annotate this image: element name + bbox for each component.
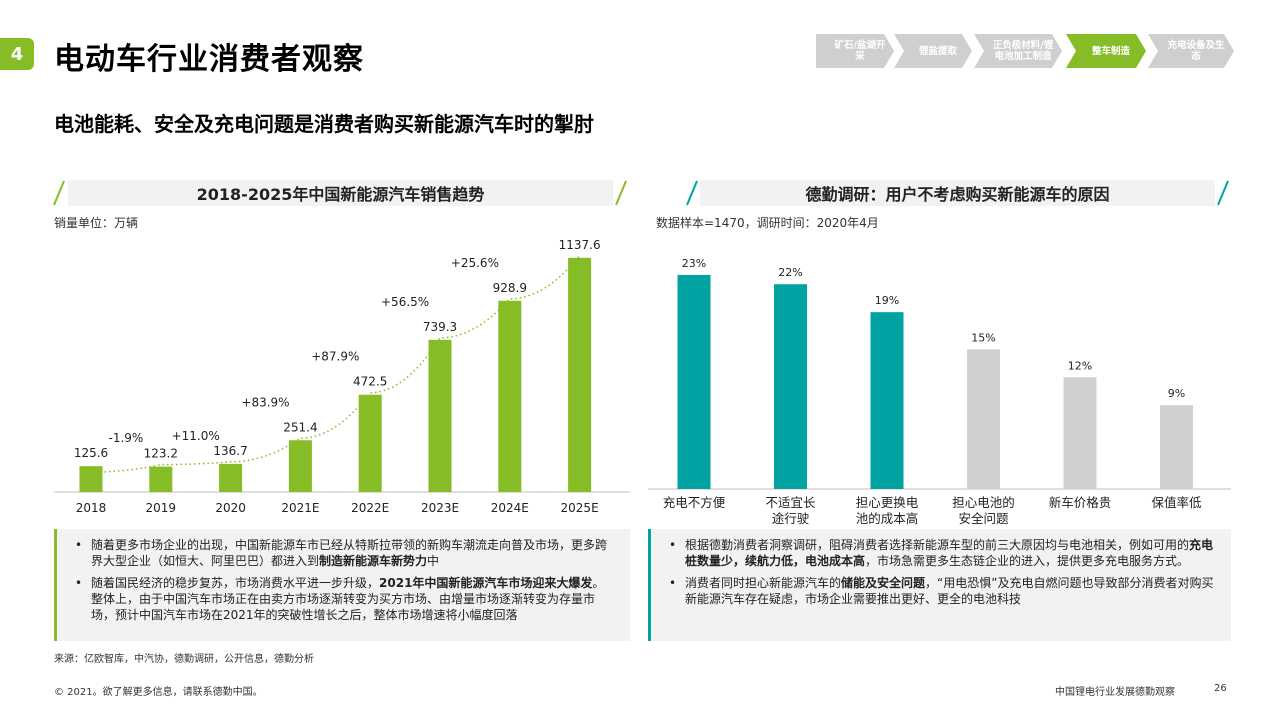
bar-value-label: 739.3 bbox=[423, 320, 457, 334]
bar bbox=[677, 274, 711, 489]
x-tick-label: 途行驶 bbox=[772, 511, 810, 525]
copyright: © 2021。欲了解更多信息，请联系德勤中国。 bbox=[54, 687, 263, 698]
page-number: 26 bbox=[1214, 683, 1227, 694]
x-tick-label: 充电不方便 bbox=[663, 495, 726, 510]
x-tick-label: 池的成本高 bbox=[856, 511, 919, 525]
bar-value-label: 136.7 bbox=[213, 444, 247, 458]
bar-value-label: 123.2 bbox=[144, 447, 178, 461]
growth-label: -1.9% bbox=[108, 431, 143, 445]
growth-label: +11.0% bbox=[172, 429, 220, 443]
bar bbox=[568, 257, 592, 492]
bar-value-label: 15% bbox=[971, 331, 995, 344]
bullet-emphasis: 制造新能源车新势力 bbox=[319, 554, 428, 568]
bar bbox=[428, 339, 452, 492]
bullet-emphasis: 储能及安全问题 bbox=[841, 576, 926, 590]
right-insights-box: 根据德勤消费者洞察调研，阻碍消费者选择新能源车型的前三大原因均与电池相关，例如可… bbox=[648, 529, 1231, 641]
x-tick-label: 担心电池的 bbox=[952, 495, 1015, 510]
bar-value-label: 251.4 bbox=[283, 420, 317, 434]
bar bbox=[774, 284, 807, 489]
insight-bullet: 根据德勤消费者洞察调研，阻碍消费者选择新能源车型的前三大原因均与电池相关，例如可… bbox=[665, 537, 1217, 569]
x-tick-label: 安全问题 bbox=[958, 511, 1009, 525]
section-number-badge: 4 bbox=[0, 38, 34, 70]
right-slash-decoration-end bbox=[1217, 180, 1229, 206]
value-chain-steps: 矿石/盐湖开采 锂盐提取 正负极材料/锂电池加工制造 整车制造 充电设备及生态 bbox=[816, 34, 1232, 68]
value-chain-step: 充电设备及生态 bbox=[1148, 34, 1234, 68]
bullet-text: ，“用电恐惧”及充电自燃问题也导致部分消费者对购买新能源汽车存在疑虑，市场企业需… bbox=[685, 576, 1214, 606]
left-slash-decoration bbox=[53, 180, 65, 206]
bar-value-label: 19% bbox=[875, 294, 899, 307]
bar-value-label: 928.9 bbox=[493, 281, 527, 295]
growth-label: +87.9% bbox=[311, 350, 359, 364]
insight-bullet: 随着更多市场企业的出现，中国新能源车市已经从特斯拉带领的新购车潮流走向普及市场，… bbox=[71, 537, 616, 569]
page-title: 电动车行业消费者观察 bbox=[54, 42, 364, 77]
x-tick-label: 2025E bbox=[561, 501, 599, 515]
left-slash-decoration-end bbox=[615, 180, 627, 206]
sales-trend-chart: 125.6 2018 123.2 2019 136.7 2020 251.4 2021E 472… bbox=[54, 225, 630, 515]
report-name: 中国锂电行业发展德勤观察 bbox=[1055, 687, 1175, 698]
bullet-text: ，市场急需更多生态链企业的进入，提供更多充电服务方式。 bbox=[865, 554, 1190, 568]
bullet-text: 。整体上，由于中国汽车市场正在由卖方市场逐渐转变为买方市场、由增量市场逐渐转变为… bbox=[91, 576, 605, 622]
growth-label: +25.6% bbox=[451, 256, 499, 270]
bar-value-label: 1137.6 bbox=[559, 238, 601, 252]
x-tick-label: 2023E bbox=[421, 501, 459, 515]
x-tick-label: 新车价格贵 bbox=[1049, 495, 1112, 510]
bullet-text: 消费者同时担心新能源汽车的 bbox=[685, 576, 842, 590]
value-chain-step: 锂盐提取 bbox=[894, 34, 972, 68]
value-chain-step: 整车制造 bbox=[1066, 34, 1146, 68]
left-panel-title: 2018-2025年中国新能源汽车销售趋势 bbox=[68, 180, 613, 206]
trend-line bbox=[90, 255, 581, 473]
growth-label: +83.9% bbox=[241, 395, 289, 409]
bar bbox=[1160, 405, 1193, 489]
x-tick-label: 2024E bbox=[491, 501, 529, 515]
right-panel-title: 德勤调研：用户不考虑购买新能源车的原因 bbox=[700, 180, 1215, 206]
bar bbox=[967, 349, 1000, 489]
value-chain-step: 矿石/盐湖开采 bbox=[816, 34, 894, 68]
unit-note: 销量单位：万辆 bbox=[54, 216, 139, 230]
bullet-text: 根据德勤消费者洞察调研，阻碍消费者选择新能源车型的前三大原因均与电池相关，例如可… bbox=[685, 538, 1190, 552]
bar bbox=[870, 312, 904, 489]
sample-note: 数据样本=1470，调研时间：2020年4月 bbox=[656, 216, 879, 230]
growth-label: +22.5% bbox=[521, 225, 569, 227]
x-tick-label: 2020 bbox=[215, 501, 246, 515]
bullet-text: 随着更多市场企业的出现，中国新能源车市已经从特斯拉带领的新购车潮流走向普及市场，… bbox=[91, 538, 608, 568]
right-slash-decoration bbox=[686, 180, 698, 206]
bullet-text: 中 bbox=[427, 554, 440, 568]
x-tick-label: 2018 bbox=[76, 501, 107, 515]
bar bbox=[79, 466, 103, 492]
growth-label: +56.5% bbox=[381, 295, 429, 309]
x-tick-label: 2022E bbox=[351, 501, 389, 515]
bar bbox=[358, 394, 382, 492]
bar-value-label: 23% bbox=[682, 257, 706, 270]
bar-value-label: 472.5 bbox=[353, 375, 387, 389]
x-tick-label: 不适宜长 bbox=[765, 495, 816, 510]
bar-value-label: 125.6 bbox=[74, 446, 108, 460]
bar bbox=[149, 466, 173, 492]
bar-value-label: 22% bbox=[778, 266, 802, 279]
bullet-text: 随着国民经济的稳步复苏，市场消费水平进一步升级， bbox=[91, 576, 380, 590]
bar bbox=[288, 440, 312, 492]
insight-bullet: 随着国民经济的稳步复苏，市场消费水平进一步升级，2021年中国新能源汽车市场迎来… bbox=[71, 575, 616, 623]
source-note: 来源：亿欧智库，中汽协，德勤调研，公开信息，德勤分析 bbox=[54, 654, 314, 665]
x-tick-label: 2021E bbox=[281, 501, 319, 515]
bar bbox=[219, 463, 243, 492]
insight-bullet: 消费者同时担心新能源汽车的储能及安全问题，“用电恐惧”及充电自燃问题也导致部分消… bbox=[665, 575, 1217, 607]
bar bbox=[498, 300, 522, 492]
bullet-emphasis: 2021年中国新能源汽车市场迎来大爆发 bbox=[379, 576, 593, 590]
x-tick-label: 保值率低 bbox=[1151, 495, 1202, 510]
page-subtitle: 电池能耗、安全及充电问题是消费者购买新能源汽车时的掣肘 bbox=[54, 112, 594, 136]
x-tick-label: 2019 bbox=[146, 501, 177, 515]
bullet-emphasis: 充电桩数量少，续航力低，电池成本高 bbox=[685, 538, 1214, 568]
bar-value-label: 9% bbox=[1168, 387, 1185, 400]
value-chain-step: 正负极材料/锂电池加工制造 bbox=[974, 34, 1062, 68]
x-tick-label: 担心更换电 bbox=[856, 495, 919, 510]
left-insights-box: 随着更多市场企业的出现，中国新能源车市已经从特斯拉带领的新购车潮流走向普及市场，… bbox=[54, 529, 630, 641]
bar bbox=[1063, 377, 1097, 489]
bar-value-label: 12% bbox=[1068, 359, 1092, 372]
